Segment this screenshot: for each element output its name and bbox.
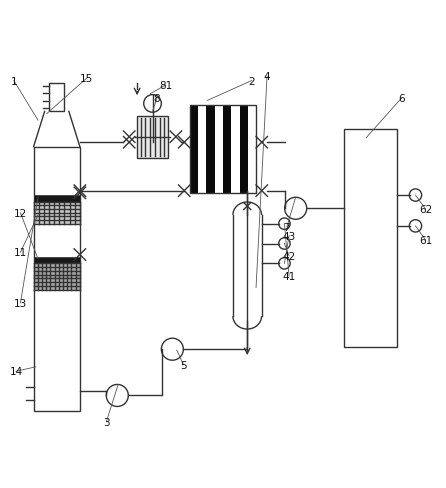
Text: 4: 4: [264, 72, 270, 82]
Text: 7: 7: [284, 223, 290, 232]
Bar: [215, 105, 223, 193]
Bar: [33, 264, 80, 290]
Bar: [240, 105, 248, 193]
Bar: [248, 105, 256, 193]
Text: 41: 41: [282, 271, 296, 282]
Bar: [33, 202, 80, 224]
Text: 3: 3: [103, 417, 110, 427]
Text: 8: 8: [153, 94, 160, 104]
Text: 2: 2: [248, 77, 255, 86]
Text: 81: 81: [159, 81, 172, 91]
Text: 14: 14: [9, 366, 23, 376]
Text: 1: 1: [10, 77, 17, 86]
Bar: [190, 105, 198, 193]
Bar: [33, 257, 80, 264]
Bar: [137, 117, 168, 158]
Bar: [33, 196, 80, 202]
Text: 43: 43: [282, 231, 296, 241]
Text: 15: 15: [80, 74, 93, 84]
Bar: [33, 147, 80, 411]
Text: 42: 42: [282, 251, 296, 261]
Text: 61: 61: [419, 236, 432, 245]
Text: 11: 11: [14, 248, 27, 258]
Bar: [231, 105, 240, 193]
Text: 13: 13: [14, 298, 27, 308]
Text: 5: 5: [180, 360, 187, 370]
Bar: [344, 130, 397, 347]
Bar: [190, 105, 256, 193]
Bar: [198, 105, 206, 193]
Bar: [49, 83, 64, 112]
Text: 12: 12: [14, 208, 27, 218]
Bar: [206, 105, 215, 193]
Text: 62: 62: [419, 205, 432, 215]
Text: 6: 6: [398, 94, 405, 104]
Bar: [223, 105, 231, 193]
